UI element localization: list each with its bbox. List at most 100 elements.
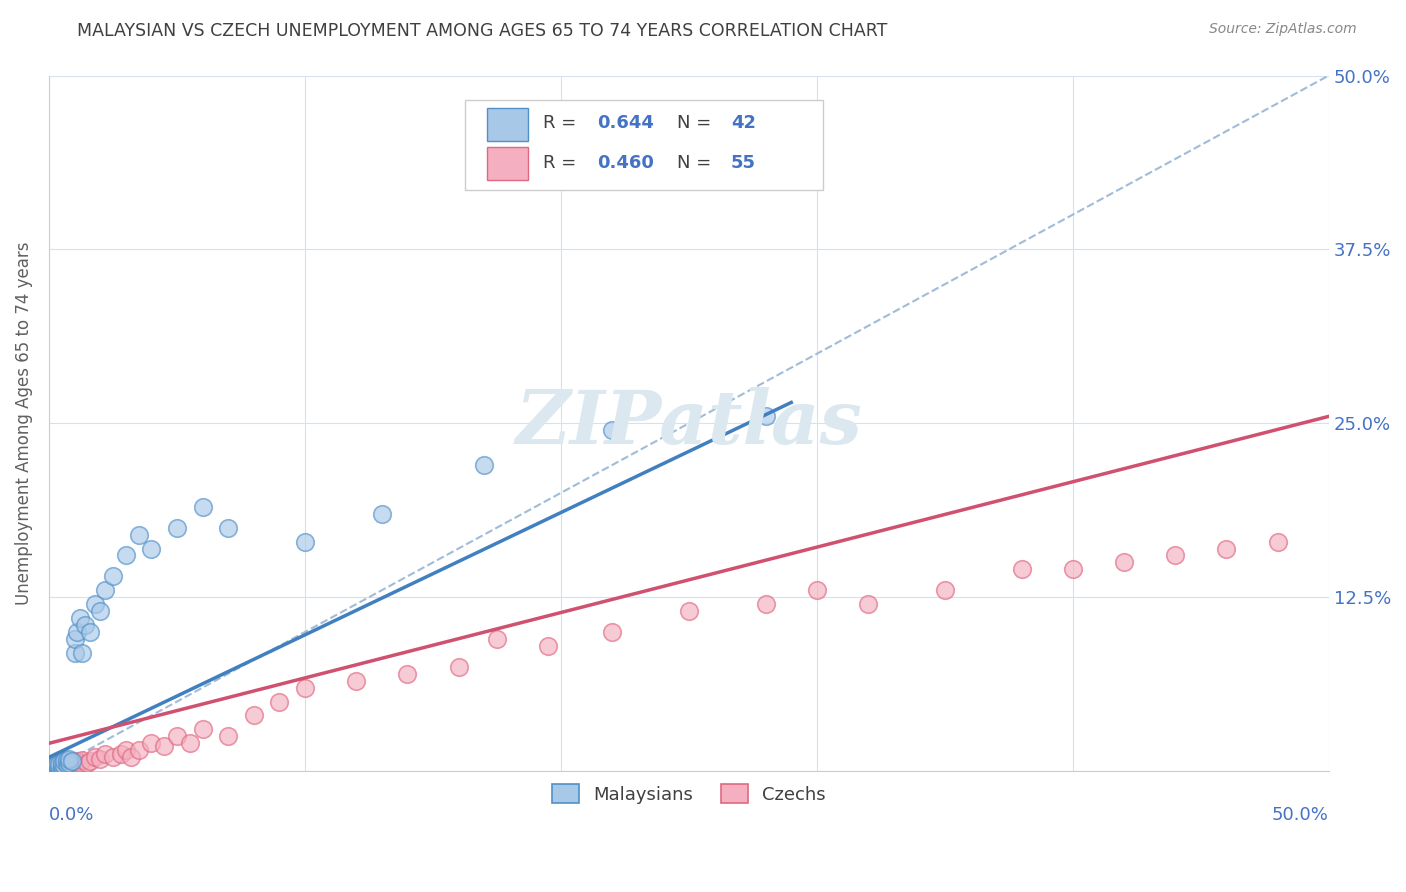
- Legend: Malaysians, Czechs: Malaysians, Czechs: [546, 777, 832, 811]
- Text: ZIPatlas: ZIPatlas: [516, 387, 862, 459]
- Point: [1112, 556, 1135, 570]
- Point: [755, 597, 778, 611]
- Text: 0.644: 0.644: [596, 113, 654, 131]
- Point: [537, 639, 560, 653]
- Text: 50.0%: 50.0%: [1272, 805, 1329, 824]
- Point: [42, 758, 65, 772]
- Point: [63, 646, 86, 660]
- Text: 0.0%: 0.0%: [49, 805, 94, 824]
- Point: [45, 761, 67, 775]
- Text: R =: R =: [543, 113, 582, 131]
- Bar: [486, 147, 527, 180]
- Point: [89, 604, 111, 618]
- Point: [84, 750, 107, 764]
- Point: [472, 458, 495, 472]
- FancyBboxPatch shape: [465, 100, 824, 190]
- Point: [45, 758, 67, 772]
- Point: [101, 750, 124, 764]
- Point: [58, 758, 80, 772]
- Point: [48, 757, 70, 772]
- Point: [1062, 562, 1084, 576]
- Text: 0.460: 0.460: [596, 154, 654, 172]
- Point: [94, 583, 117, 598]
- Point: [53, 760, 76, 774]
- Point: [51, 756, 73, 770]
- Point: [600, 625, 623, 640]
- Point: [76, 756, 98, 770]
- Point: [294, 534, 316, 549]
- Point: [242, 708, 264, 723]
- Point: [41, 761, 63, 775]
- Point: [114, 549, 136, 563]
- Point: [69, 756, 91, 770]
- Point: [53, 758, 76, 772]
- Point: [179, 736, 201, 750]
- Point: [41, 763, 63, 777]
- Point: [101, 569, 124, 583]
- Point: [45, 758, 67, 772]
- Point: [110, 747, 132, 762]
- Point: [141, 541, 163, 556]
- Point: [56, 753, 79, 767]
- Point: [166, 521, 188, 535]
- Point: [269, 695, 291, 709]
- Y-axis label: Unemployment Among Ages 65 to 74 years: Unemployment Among Ages 65 to 74 years: [15, 242, 32, 605]
- Point: [56, 757, 79, 772]
- Point: [217, 730, 239, 744]
- Text: Source: ZipAtlas.com: Source: ZipAtlas.com: [1209, 22, 1357, 37]
- Point: [1267, 534, 1289, 549]
- Point: [70, 753, 93, 767]
- Point: [141, 736, 163, 750]
- Point: [600, 423, 623, 437]
- Point: [51, 758, 73, 772]
- Point: [41, 761, 63, 775]
- Point: [42, 760, 65, 774]
- Point: [41, 763, 63, 777]
- Point: [370, 507, 392, 521]
- Text: N =: N =: [678, 154, 717, 172]
- Point: [51, 756, 73, 770]
- Point: [1164, 549, 1187, 563]
- Point: [56, 757, 79, 772]
- Point: [58, 756, 80, 770]
- Point: [60, 756, 83, 770]
- Point: [485, 632, 508, 646]
- Point: [217, 521, 239, 535]
- Point: [79, 755, 101, 769]
- Point: [69, 611, 91, 625]
- Point: [48, 760, 70, 774]
- Point: [1215, 541, 1237, 556]
- Point: [42, 761, 65, 775]
- Point: [128, 743, 150, 757]
- Point: [70, 646, 93, 660]
- Point: [73, 618, 96, 632]
- Point: [344, 673, 367, 688]
- Point: [60, 755, 83, 769]
- Point: [63, 757, 86, 772]
- Bar: [486, 108, 527, 141]
- Text: MALAYSIAN VS CZECH UNEMPLOYMENT AMONG AGES 65 TO 74 YEARS CORRELATION CHART: MALAYSIAN VS CZECH UNEMPLOYMENT AMONG AG…: [77, 22, 887, 40]
- Point: [51, 758, 73, 772]
- Point: [1011, 562, 1033, 576]
- Point: [42, 760, 65, 774]
- Point: [48, 757, 70, 772]
- Text: 42: 42: [731, 113, 756, 131]
- Point: [166, 730, 188, 744]
- Point: [447, 660, 470, 674]
- Point: [191, 723, 214, 737]
- Point: [294, 681, 316, 695]
- Point: [42, 763, 65, 777]
- Point: [128, 527, 150, 541]
- Text: 55: 55: [731, 154, 756, 172]
- Point: [45, 761, 67, 775]
- Point: [51, 760, 73, 774]
- Point: [191, 500, 214, 514]
- Point: [53, 755, 76, 769]
- Point: [856, 597, 879, 611]
- Point: [63, 632, 86, 646]
- Point: [89, 751, 111, 765]
- Point: [755, 409, 778, 424]
- Point: [58, 751, 80, 765]
- Point: [66, 755, 89, 769]
- Point: [114, 743, 136, 757]
